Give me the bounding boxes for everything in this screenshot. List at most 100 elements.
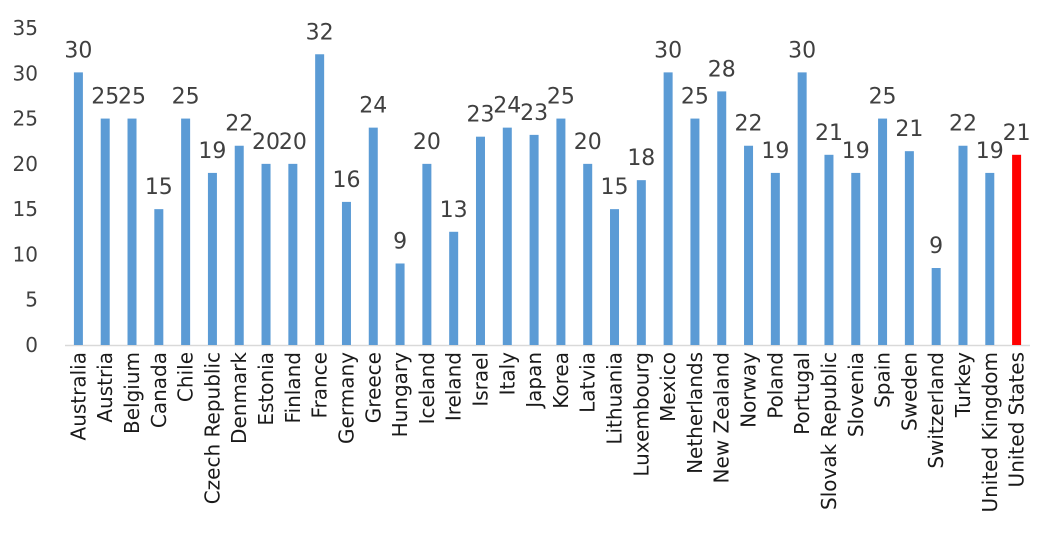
- data-label-finland: 20: [279, 130, 307, 155]
- bar-poland: [770, 172, 780, 345]
- category-label-canada: Canada: [147, 352, 171, 428]
- category-label-sweden: Sweden: [897, 352, 921, 431]
- data-label-mexico: 30: [654, 38, 682, 63]
- category-label-united-states: United States: [1005, 352, 1029, 487]
- data-label-france: 32: [306, 20, 334, 45]
- category-label-poland: Poland: [763, 352, 787, 419]
- bar-austria: [100, 118, 110, 345]
- category-labels: Australia Austria Belgium Canada Chile Czech …: [66, 352, 1028, 513]
- bar-norway: [744, 145, 754, 345]
- bar-chile: [181, 118, 191, 345]
- data-label-korea: 25: [547, 85, 575, 110]
- category-label-korea: Korea: [549, 352, 573, 409]
- bar-australia: [73, 72, 83, 345]
- category-label-switzerland: Switzerland: [924, 352, 948, 469]
- data-label-denmark: 22: [225, 112, 253, 137]
- data-label-ireland: 13: [440, 198, 468, 223]
- data-label-israel: 23: [466, 103, 494, 128]
- data-label-czech-republic: 19: [198, 139, 226, 164]
- bar-spain: [878, 118, 888, 345]
- category-label-united-kingdom: United Kingdom: [978, 352, 1002, 513]
- category-label-latvia: Latvia: [576, 352, 600, 413]
- bar-greece: [368, 127, 378, 345]
- bar-united-states: [1012, 154, 1022, 345]
- bar-germany: [341, 201, 351, 345]
- data-label-slovenia: 19: [842, 139, 870, 164]
- data-label-lithuania: 15: [601, 175, 629, 200]
- data-label-sweden: 21: [895, 117, 923, 142]
- bar-turkey: [958, 145, 968, 345]
- data-label-austria: 25: [91, 85, 119, 110]
- bar-slovenia: [851, 172, 861, 345]
- bar-luxembourg: [636, 180, 646, 345]
- data-label-chile: 25: [172, 85, 200, 110]
- bar-new-zealand: [717, 91, 727, 346]
- y-tick-label: 0: [25, 333, 38, 357]
- y-tick-label: 35: [13, 16, 38, 40]
- data-label-belgium: 25: [118, 85, 146, 110]
- category-label-estonia: Estonia: [254, 352, 278, 426]
- category-label-luxembourg: Luxembourg: [629, 352, 653, 477]
- data-label-luxembourg: 18: [627, 146, 655, 171]
- data-label-turkey: 22: [949, 112, 977, 137]
- data-label-germany: 16: [332, 168, 360, 193]
- category-label-denmark: Denmark: [227, 352, 251, 444]
- category-label-greece: Greece: [361, 352, 385, 423]
- y-axis-tick-labels: 0 5 10 15 20 25 30 35: [13, 16, 38, 357]
- bar-mexico: [663, 72, 673, 345]
- data-label-slovak-republic: 21: [815, 121, 843, 146]
- bar-denmark: [234, 145, 244, 345]
- bar-lithuania: [610, 209, 620, 345]
- bar-japan: [529, 134, 539, 345]
- data-label-iceland: 20: [413, 130, 441, 155]
- bar-canada: [154, 209, 164, 345]
- bar-united-kingdom: [985, 172, 995, 345]
- category-label-slovak-republic: Slovak Republic: [817, 352, 841, 510]
- data-label-spain: 25: [869, 85, 897, 110]
- y-tick-label: 5: [25, 288, 38, 312]
- data-label-hungary: 9: [393, 229, 407, 254]
- category-label-israel: Israel: [468, 352, 492, 407]
- data-label-united-states: 21: [1003, 121, 1031, 146]
- category-label-portugal: Portugal: [790, 352, 814, 435]
- category-label-finland: Finland: [281, 352, 305, 423]
- bar-israel: [475, 136, 485, 345]
- category-label-australia: Australia: [66, 352, 90, 440]
- y-tick-label: 25: [13, 107, 38, 131]
- bar-iceland: [422, 163, 432, 345]
- category-label-norway: Norway: [737, 352, 761, 428]
- data-label-latvia: 20: [574, 130, 602, 155]
- data-label-netherlands: 25: [681, 85, 709, 110]
- data-label-estonia: 20: [252, 130, 280, 155]
- category-label-germany: Germany: [334, 352, 358, 444]
- data-labels: 3025251525192220203216249201323242325201…: [64, 20, 1030, 259]
- y-tick-label: 20: [13, 152, 38, 176]
- category-label-slovenia: Slovenia: [844, 352, 868, 437]
- category-label-austria: Austria: [93, 352, 117, 423]
- bar-belgium: [127, 118, 137, 345]
- bar-portugal: [797, 72, 807, 345]
- category-label-turkey: Turkey: [951, 352, 975, 418]
- category-label-mexico: Mexico: [656, 352, 680, 422]
- y-tick-label: 30: [13, 61, 38, 85]
- category-label-france: France: [308, 352, 332, 419]
- bar-korea: [556, 118, 566, 345]
- category-label-belgium: Belgium: [120, 352, 144, 434]
- data-label-norway: 22: [735, 112, 763, 137]
- data-label-switzerland: 9: [929, 234, 943, 259]
- data-label-new-zealand: 28: [708, 57, 736, 82]
- y-tick-label: 10: [13, 242, 38, 266]
- y-tick-label: 15: [13, 197, 38, 221]
- category-label-lithuania: Lithuania: [603, 352, 627, 445]
- data-label-japan: 23: [520, 101, 548, 126]
- data-label-poland: 19: [761, 139, 789, 164]
- category-label-japan: Japan: [522, 352, 546, 410]
- category-label-hungary: Hungary: [388, 352, 412, 438]
- bar-finland: [288, 163, 298, 345]
- data-label-portugal: 30: [788, 38, 816, 63]
- bar-france: [315, 54, 325, 345]
- data-label-greece: 24: [359, 94, 387, 119]
- bar-switzerland: [931, 268, 941, 345]
- bar-ireland: [449, 231, 459, 345]
